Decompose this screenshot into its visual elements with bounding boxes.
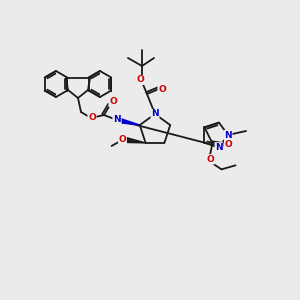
Text: O: O [225, 140, 232, 149]
Text: O: O [158, 85, 166, 94]
Polygon shape [125, 137, 146, 143]
Text: N: N [113, 116, 121, 124]
Text: O: O [136, 76, 144, 85]
Text: N: N [151, 110, 159, 118]
Text: N: N [151, 110, 159, 118]
Text: O: O [136, 76, 144, 85]
Text: O: O [119, 135, 127, 144]
Text: N: N [224, 130, 232, 140]
Text: O: O [158, 85, 166, 94]
Text: N: N [224, 130, 232, 140]
Text: O: O [225, 140, 232, 149]
Text: N: N [113, 116, 121, 124]
Text: O: O [88, 113, 96, 122]
Text: N: N [215, 143, 223, 152]
Text: N: N [215, 143, 223, 152]
Text: O: O [88, 113, 96, 122]
Text: O: O [207, 155, 214, 164]
Text: O: O [109, 98, 117, 106]
Polygon shape [116, 118, 140, 125]
Text: O: O [119, 135, 127, 144]
Text: N: N [113, 116, 121, 124]
Text: O: O [109, 98, 117, 106]
Text: O: O [207, 155, 214, 164]
